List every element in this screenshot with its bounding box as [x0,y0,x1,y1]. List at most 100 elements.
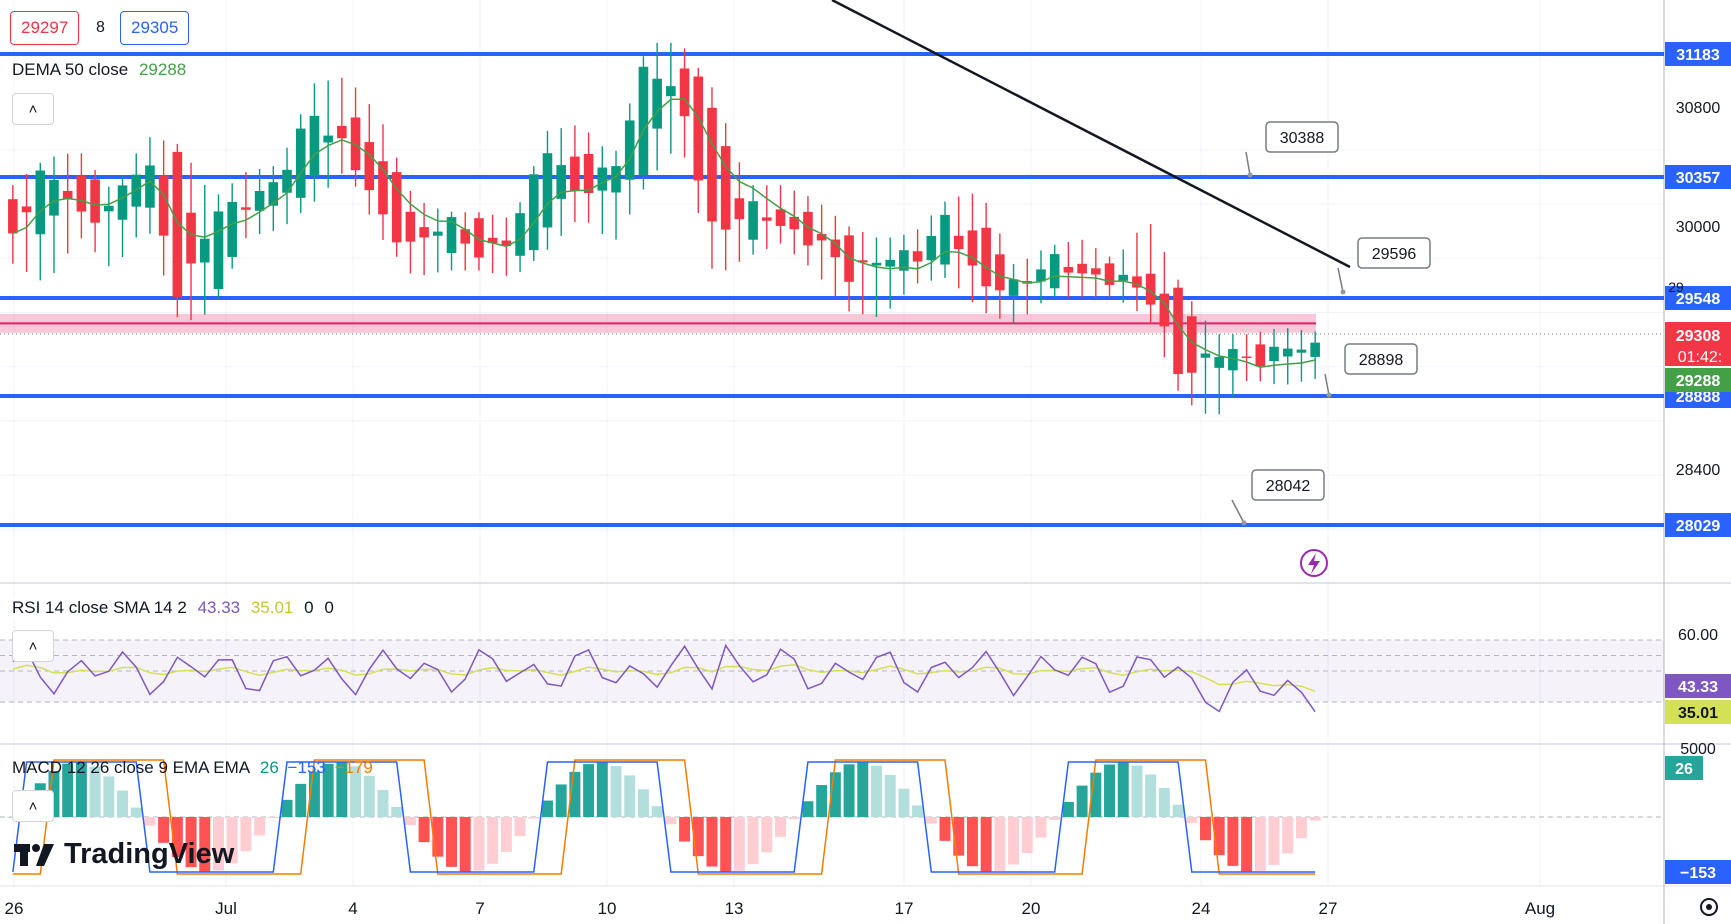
macd-legend-hist: 26 [260,758,279,777]
macd-hist-bar [1269,817,1280,865]
candle-body [1009,279,1019,296]
ask-price-box[interactable]: 29305 [120,11,189,45]
candle-body [1077,264,1087,274]
candle-body [433,232,443,236]
rsi-tick-label: 60.00 [1678,627,1718,644]
macd-hist-bar [775,817,786,837]
macd-hist-bar [1063,802,1074,817]
macd-hist-bar [1310,817,1321,821]
macd-hist-bar [1282,817,1293,854]
chevron-up-icon: ˄ [29,101,38,118]
candle-body [693,77,703,181]
macd-hist-bar [898,789,909,817]
candle-body [529,174,539,250]
candle-body [323,136,333,143]
candle-body [282,170,292,193]
callout-anchor [1242,521,1247,526]
level-tag-label: 28029 [1676,518,1721,535]
macd-hist-bar [597,762,608,817]
candle-body [954,236,964,249]
macd-hist-bar [556,784,567,817]
rsi-legend-label: RSI 14 close SMA 14 2 [12,598,187,617]
macd-hist-bar [1104,765,1115,817]
macd-hist-bar [1035,817,1046,838]
macd-hist-bar [528,817,539,818]
candle-body [186,213,196,264]
candle-body [927,236,937,260]
candle-body [419,227,429,237]
rsi-tag-label: 43.33 [1678,679,1718,696]
candle-body [598,168,608,191]
candle-body [995,254,1005,290]
macd-hist-bar [254,817,265,836]
collapse-rsi-button[interactable]: ˄ [12,630,54,662]
candle-body [406,212,416,242]
candle-body [200,239,210,263]
macd-hist-bar [981,817,992,872]
candle-body [1201,354,1211,358]
macd-hist-bar [1131,765,1142,817]
x-tick-label: 26 [5,899,24,918]
macd-hist-bar [652,806,663,817]
spread-value: 8 [96,19,105,37]
macd-hist-bar [802,801,813,817]
candle-body [145,165,155,207]
candle-body [1091,268,1101,274]
resistance-zone [0,314,1316,333]
candle-body [639,67,649,175]
collapse-macd-button[interactable]: ˄ [12,790,54,822]
macd-hist-bar [391,807,402,817]
candle-body [337,126,347,138]
macd-tick-partial: 5000 [1680,741,1716,758]
macd-hist-bar [131,808,142,817]
grid [0,0,1664,886]
macd-hist-bar [364,776,375,817]
macd-hist-bar [611,766,622,817]
callout-label: 28898 [1359,352,1404,369]
callout-label: 28042 [1266,478,1311,495]
macd-hist-bar [720,817,731,872]
macd-hist-bar [1118,762,1129,817]
macd-hist-bar [1186,817,1197,823]
dema-tag: 29288 [1676,373,1721,390]
brand-label: TradingView [64,838,234,871]
candle-body [735,198,745,219]
candle-body [872,263,882,266]
candle-body [35,171,45,235]
macd-hist-bar [103,776,114,817]
macd-hist-bar [1255,817,1266,871]
candle-body [447,217,457,253]
collapse-main-button[interactable]: ˄ [12,93,54,125]
macd-hist-bar [994,817,1005,871]
y-tick-label: 30800 [1676,100,1721,117]
callout-pointer [1338,268,1343,292]
macd-hist-bar [912,805,923,817]
rsi-pane [0,640,1664,712]
candle-body [392,172,402,242]
candle-body [1173,288,1183,374]
candle-body [680,68,690,116]
candle-body [1050,254,1060,288]
macd-hist-bar [871,766,882,817]
rsi-legend-value: 43.33 [198,598,241,617]
macd-hist-bar [638,789,649,817]
candle-body [570,157,580,191]
price-axis[interactable]: 31183 30357 29548 28888 28029 30800 30000 28400… [1665,42,1731,884]
time-axis[interactable]: 26 Jul 4 7 10 13 17 20 24 27 Aug [5,899,1717,918]
macd-hist-bar [377,790,388,817]
candle-body [296,129,306,198]
macd-hist-bar [144,817,155,826]
rsi-legend[interactable]: RSI 14 close SMA 14 2 43.33 35.01 0 0 [12,598,334,618]
candle-body [1064,267,1074,273]
macd-hist-bar [885,775,896,817]
horizontal-levels[interactable] [0,54,1664,525]
x-tick-label: 20 [1022,899,1041,918]
candle-body [77,176,87,212]
bid-price-box[interactable]: 29297 [10,11,79,45]
dema-legend[interactable]: DEMA 50 close 29288 [12,60,186,80]
callout-pointer [1246,152,1250,175]
macd-hist-bar [761,817,772,852]
macd-legend[interactable]: MACD 12 26 close 9 EMA EMA 26 −153 −179 [12,758,373,778]
macd-line-tag: −153 [1680,865,1716,882]
